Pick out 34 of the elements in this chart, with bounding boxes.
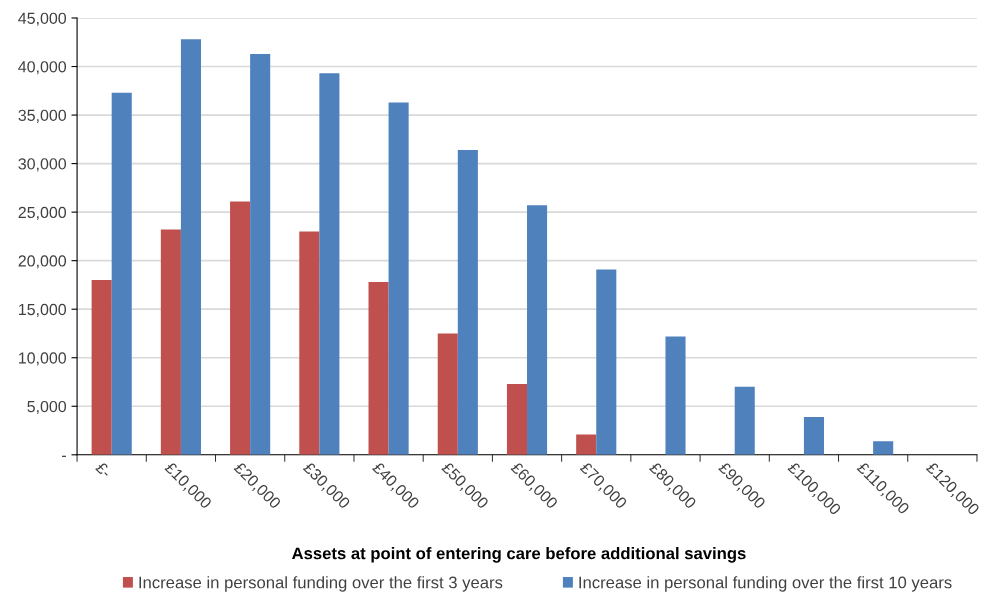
bar xyxy=(319,73,340,455)
y-tick-label: 5,000 xyxy=(27,400,67,415)
x-axis-title: Assets at point of entering care before additional savings xyxy=(292,547,746,563)
bar xyxy=(873,441,894,455)
bar xyxy=(596,269,617,455)
bar xyxy=(506,383,528,455)
y-tick-label: 10,000 xyxy=(19,352,67,366)
y-tick-label: 30,000 xyxy=(18,158,67,172)
bar xyxy=(368,282,389,455)
bar xyxy=(180,39,201,455)
bar xyxy=(437,333,458,455)
y-tick-label: 45,000 xyxy=(18,12,67,26)
y-tick-label: 25,000 xyxy=(18,206,67,220)
bar xyxy=(457,150,478,455)
bar xyxy=(299,231,320,455)
bar xyxy=(803,416,824,455)
bar xyxy=(111,92,132,455)
bar xyxy=(576,434,597,455)
x-tick-label: £- xyxy=(95,461,113,479)
bar xyxy=(388,102,409,455)
y-tick-label: 35,000 xyxy=(18,109,67,123)
legend-label: Increase in personal funding over the first 3 years xyxy=(139,576,503,592)
bar xyxy=(527,205,548,455)
y-tick-label: - xyxy=(62,455,66,457)
bar xyxy=(230,201,251,455)
y-tick-label: 40,000 xyxy=(18,61,67,75)
bar xyxy=(160,229,181,455)
bar xyxy=(734,386,755,455)
bar xyxy=(91,280,112,455)
y-tick-label: 15,000 xyxy=(19,303,67,318)
legend-label: Increase in personal funding over the first 10 years xyxy=(579,576,952,592)
bar xyxy=(250,53,271,455)
bar xyxy=(665,336,686,455)
y-tick-label: 20,000 xyxy=(18,255,67,269)
